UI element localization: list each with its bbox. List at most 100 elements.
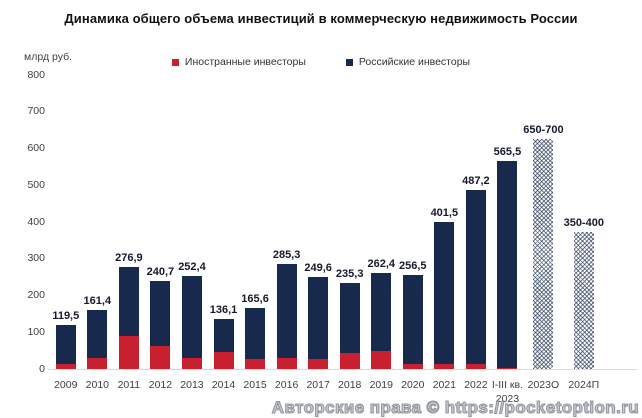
bar-group: 119,5 2009 [50,75,82,391]
bar [573,232,594,369]
x-tick-label: 2015 [243,379,267,391]
bar [402,274,423,369]
bar-value-label: 487,2 [462,175,490,187]
bar-value-label: 249,6 [304,262,332,275]
x-tick-label: 2017 [306,379,330,391]
bar-value-label: 240,7 [146,265,175,278]
plot-area: 119,5 2009 161,4 2010 276,9 2011 240,7 2012 252,… [50,75,604,405]
x-tick-label: 2009 [54,379,78,391]
x-tick-label: 2011 [117,379,141,391]
bar-segment-russian [118,267,139,336]
bar-segment-russian [465,190,486,364]
bar-segment-foreign [87,358,108,369]
bar-segment-foreign [339,353,360,369]
bar-value-label: 235,3 [335,267,364,280]
bar [181,276,202,369]
bar-segment-russian [181,276,202,359]
bar-value-label: 165,6 [241,293,269,306]
x-tick-label: 2010 [85,379,109,391]
bar-value-label: 401,5 [430,206,459,219]
x-tick-label: 2018 [338,379,362,391]
x-tick-label: 2020 [401,379,425,391]
bar-segment-russian [276,264,297,359]
bar-group: 256,5 2020 [397,75,429,391]
bar-segment-foreign [150,345,171,369]
bar-segment-foreign [276,358,297,369]
legend: Иностранные инвесторы Российские инвесто… [0,56,642,68]
x-tick-label: 2012 [148,379,173,391]
bar-group: 161,4 2010 [82,75,114,391]
y-tick-label: 0 [39,362,45,375]
legend-label-russian: Российские инвесторы [358,56,471,68]
bar-group: 235,3 2018 [334,75,366,391]
x-axis-line [48,369,637,370]
bar [213,319,234,369]
bar-segment-foreign [118,335,139,369]
x-tick-label: 2019 [369,379,393,391]
bar-group: 350-400 2024П [563,75,604,391]
bar-group: 249,6 2017 [302,75,334,391]
bar [339,282,360,369]
bar-segment-forecast [533,138,554,369]
x-tick-label: 2023О [527,379,560,391]
y-tick-label: 100 [27,325,45,338]
legend-item-russian: Российские инвесторы [345,56,471,68]
bar-segment-russian [308,277,329,360]
bar-value-label: 276,9 [115,252,143,265]
bar [371,272,392,369]
bar-value-label: 252,4 [178,261,206,274]
x-tick-label: 2024П [568,379,600,391]
bar-group: 285,3 2016 [271,75,303,391]
bar-segment-foreign [434,363,455,369]
bar-group: 487,2 2022 [460,75,492,391]
legend-swatch-russian-icon [345,58,353,66]
x-tick-label: 2013 [180,379,204,391]
x-tick-label: 2021 [432,379,457,391]
bar-segment-foreign [371,350,392,369]
y-tick-label: 400 [27,215,45,228]
bar [497,161,518,369]
bar [55,325,76,369]
bar-segment-russian [339,282,360,354]
bar-value-label: 565,5 [493,146,522,159]
bar-group: 276,9 2011 [113,75,145,391]
bar-value-label: 350-400 [563,217,604,230]
watermark: Авторские права © https://pocketoption.r… [271,397,639,417]
bar-value-label: 650-700 [523,123,564,136]
bar-segment-russian [371,272,392,351]
bar [245,308,266,369]
bar-segment-russian [434,221,455,364]
bar-group: 136,1 2014 [208,75,240,391]
y-axis-unit-label: млрд руб. [24,51,73,63]
bar-segment-foreign [497,367,518,369]
legend-label-foreign: Иностранные инвесторы [184,56,306,68]
y-tick-label: 500 [27,178,45,191]
bar [276,264,297,369]
bar-value-label: 256,5 [399,259,427,272]
y-tick-label: 800 [27,68,45,81]
bar-segment-foreign [465,363,486,369]
legend-swatch-foreign-icon [171,58,179,66]
bar-group: 401,5 2021 [429,75,461,392]
bar-segment-russian [402,274,423,364]
bar [150,280,171,369]
bar-segment-russian [213,319,234,352]
bar-segment-russian [150,280,171,346]
x-tick-label: 2016 [274,379,299,391]
bar [465,190,486,369]
y-tick-label: 200 [27,289,45,301]
bar-segment-russian [245,308,266,360]
bar [434,221,455,369]
bar-group: 565,5 I-III кв. 2023 [492,75,524,405]
bar [533,138,554,369]
bar-segment-foreign [402,363,423,369]
x-tick-label: 2022 [464,379,488,391]
bar-group: 252,4 2013 [176,75,208,391]
y-tick-label: 300 [27,252,45,265]
x-tick-label: 2014 [211,379,236,391]
bar-value-label: 262,4 [367,257,395,270]
bar-segment-foreign [213,351,234,369]
bar-value-label: 285,3 [272,249,301,262]
bars-container: 119,5 2009 161,4 2010 276,9 2011 240,7 2012 252,… [50,75,604,405]
